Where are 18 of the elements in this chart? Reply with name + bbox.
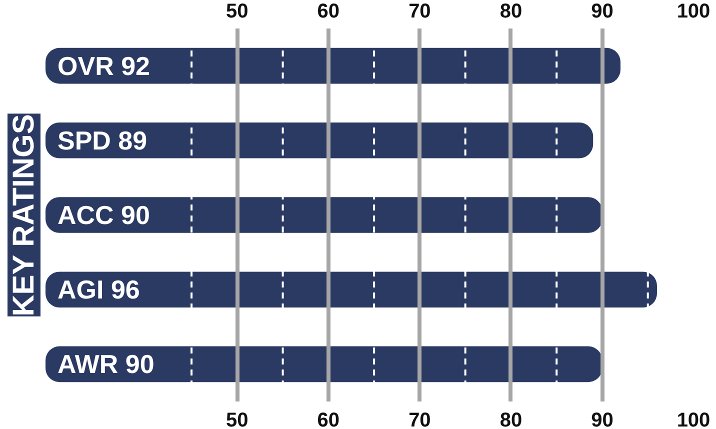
x2-tick-label: 60 <box>317 410 340 429</box>
x2-tick-label: 50 <box>226 410 248 429</box>
x2-tick-label: 80 <box>500 410 522 429</box>
x-tick-label: 100 <box>676 0 710 22</box>
y-tick-label: SPD 89 <box>58 125 148 156</box>
y-tick-label: AGI 96 <box>58 274 140 305</box>
x-tick-label: 90 <box>591 0 614 22</box>
x-tick-label: 50 <box>226 0 248 22</box>
x2-tick-label: 90 <box>591 410 614 429</box>
x-tick-label: 70 <box>408 0 431 22</box>
x2-tick-label: 100 <box>676 410 710 429</box>
y-tick-label: ACC 90 <box>58 200 150 230</box>
y-tick-label: AWR 90 <box>58 349 154 380</box>
x2-tick-label: 70 <box>408 410 431 429</box>
text: KEY RATINGS <box>8 114 40 316</box>
x-tick-label: 80 <box>500 0 522 22</box>
x-tick-label: 60 <box>317 0 340 22</box>
y-tick-label: OVR 92 <box>58 50 150 81</box>
